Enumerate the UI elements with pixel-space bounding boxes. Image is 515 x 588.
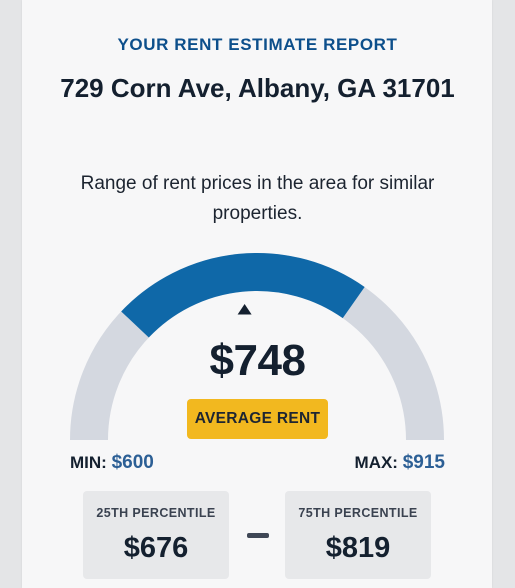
min-value: $600 bbox=[111, 452, 154, 473]
range-description: Range of rent prices in the area for sim… bbox=[80, 173, 435, 224]
min-label: MIN: bbox=[70, 453, 107, 472]
percentile-25-label: 25TH PERCENTILE bbox=[96, 506, 216, 520]
min-rent: MIN: $600 bbox=[70, 452, 154, 474]
percentile-75-box: 75TH PERCENTILE $819 bbox=[285, 491, 431, 579]
property-address: 729 Corn Ave, Albany, GA 31701 bbox=[60, 73, 455, 103]
percentile-75-label: 75TH PERCENTILE bbox=[298, 506, 418, 520]
max-label: MAX: bbox=[354, 453, 398, 472]
max-value: $915 bbox=[402, 452, 445, 473]
percentile-75-value: $819 bbox=[325, 532, 391, 564]
report-title: YOUR RENT ESTIMATE REPORT bbox=[117, 35, 398, 54]
percentile-25-value: $676 bbox=[123, 532, 189, 564]
average-rent-badge: AVERAGE RENT bbox=[187, 399, 328, 439]
percentile-25-box: 25TH PERCENTILE $676 bbox=[83, 491, 229, 579]
average-rent-value: $748 bbox=[209, 336, 306, 385]
max-rent: MAX: $915 bbox=[355, 452, 445, 474]
range-dash bbox=[247, 533, 269, 538]
